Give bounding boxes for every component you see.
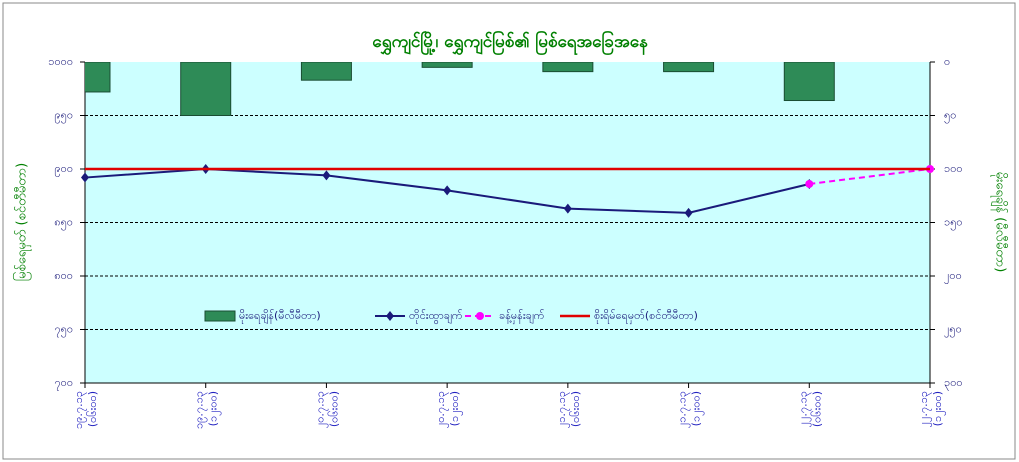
series-line	[809, 168, 931, 185]
legend-marker	[476, 312, 484, 320]
x-tick-label: ၂၂.၇.၁၃	[917, 391, 932, 427]
x-tick-label: ၂၂.၇.၁၃	[796, 391, 811, 427]
bar	[180, 62, 232, 116]
legend-swatch	[204, 310, 236, 322]
x-tick-time: (၀၆း၀၀)	[569, 391, 582, 427]
x-tick-time: (၀၆း၀၀)	[327, 391, 340, 427]
x-tick-time: (၀၆း၀၀)	[86, 391, 99, 427]
y-tick-label: ၉၅၀	[54, 109, 73, 124]
legend-label: ခန့်မှန်းချက်	[499, 309, 545, 324]
marker	[322, 170, 331, 181]
legend-marker	[386, 311, 394, 321]
x-tick-label: ၂၀.၇.၁၃	[313, 391, 328, 428]
y2-tick-label: ၅၀	[944, 109, 956, 124]
legend-label: တိုင်းထွာချက်	[409, 309, 463, 324]
y-tick-label: ၁၀၀၀	[48, 55, 73, 68]
y2-tick-label: ၁၀၀	[944, 162, 963, 175]
y-axis-label: မြစ်ရေမှတ် (စင်တီမီတာ)	[13, 163, 32, 281]
y2-tick-label: ၁၅၀	[944, 216, 963, 231]
y2-tick-label: ၃၀၀	[944, 376, 963, 391]
y2-tick-label: ၂၅၀	[944, 323, 962, 338]
y-tick-label: ၈၀၀	[54, 269, 73, 282]
x-tick-time: (၁၂း၀၀)	[931, 391, 946, 426]
y-tick-label: ၇၅၀	[54, 323, 73, 338]
y2-axis-label: မိုးရေချိန် (မီလီမီတာ)	[991, 172, 1009, 273]
chart-title: ရွှေကျင်မြို့၊ ရွှေကျင်မြစ်၏ မြစ်ရေအခြေအ…	[372, 29, 648, 56]
x-tick-label: ၁၉.၇.၁၃	[193, 391, 208, 429]
x-tick-time: (၁၂း၀၀)	[448, 391, 463, 426]
marker	[81, 172, 89, 183]
y-tick-label: ၉၀၀	[54, 162, 73, 177]
y2-tick-label: ၂၀၀	[944, 269, 962, 284]
bar	[85, 62, 111, 93]
x-tick-time: (၀၆း၀၀)	[810, 391, 823, 427]
y-tick-label: ၈၅၀	[54, 216, 73, 231]
x-tick-label: ၂၁.၇.၁၃	[555, 391, 570, 428]
marker	[563, 203, 572, 214]
legend-label: မိုးရေချိန်(မီလီမီတာ)	[239, 309, 321, 324]
bar	[783, 62, 835, 102]
legend-label: စိုးရိမ်ရေမှတ်(စင်တီမီတာ)	[594, 309, 698, 324]
bar	[421, 62, 473, 68]
marker	[443, 185, 452, 196]
bar	[542, 62, 594, 73]
marker	[684, 207, 693, 218]
x-tick-label: ၁၉.၇.၁၃	[72, 391, 87, 429]
x-tick-time: (၁၂း၀၀)	[690, 391, 705, 426]
x-tick-time: (၁၂း၀၀)	[207, 391, 222, 426]
marker	[805, 179, 814, 188]
x-tick-label: ၂၀.၇.၁၃	[434, 391, 449, 428]
y-tick-label: ၇၀၀	[54, 376, 73, 391]
bar	[663, 62, 715, 73]
x-tick-label: ၂၁.၇.၁၃	[676, 391, 691, 428]
bar	[300, 62, 352, 81]
y2-tick-label: ၀	[944, 55, 950, 68]
